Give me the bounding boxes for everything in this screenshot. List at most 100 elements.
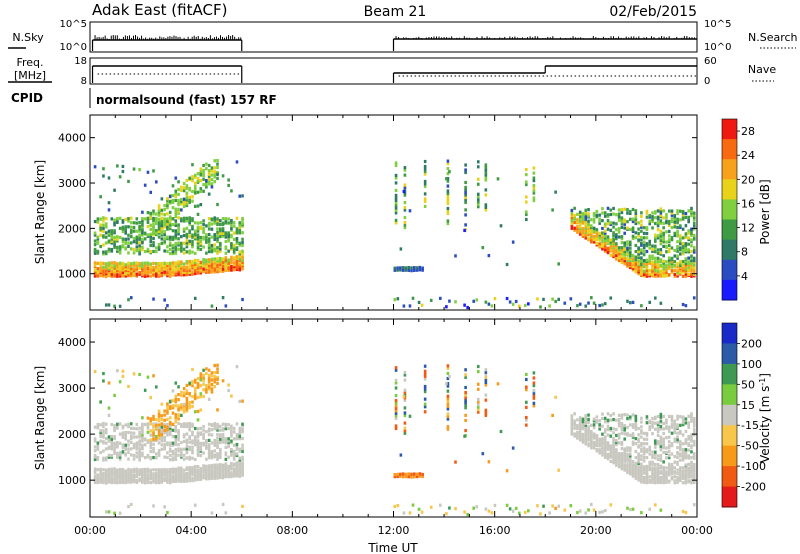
velocity-cell xyxy=(188,421,191,426)
y-tick-label: 4000 xyxy=(58,132,86,145)
velocity-cell xyxy=(404,474,408,479)
power-cell xyxy=(598,245,601,249)
power-cell xyxy=(464,195,467,200)
velocity-cell xyxy=(230,465,233,470)
velocity-cell xyxy=(174,435,178,439)
power-cell xyxy=(692,236,696,240)
velocity-cell xyxy=(113,477,116,481)
velocity-cell xyxy=(174,427,178,431)
velocity-cell xyxy=(205,384,208,388)
power-cell xyxy=(403,166,407,170)
power-cell xyxy=(185,196,189,200)
power-cell xyxy=(127,298,130,302)
velocity-cell xyxy=(637,467,640,472)
power-cell xyxy=(129,274,133,278)
velocity-cell xyxy=(642,468,646,472)
velocity-cell xyxy=(448,374,451,379)
power-cell xyxy=(584,218,588,222)
power-cell xyxy=(146,269,150,273)
velocity-cell xyxy=(651,432,654,436)
velocity-cell xyxy=(129,434,133,439)
velocity-cell xyxy=(121,469,125,473)
velocity-cell xyxy=(692,503,696,507)
power-cell xyxy=(642,269,646,273)
velocity-cell xyxy=(218,449,222,453)
velocity-cell xyxy=(177,408,180,412)
power-cell xyxy=(180,264,183,268)
power-cell xyxy=(511,240,515,244)
power-cell xyxy=(421,268,424,272)
power-cell xyxy=(606,227,610,231)
power-cell xyxy=(670,269,674,273)
noise-traces xyxy=(91,35,697,51)
power-cell xyxy=(464,185,467,190)
power-cell xyxy=(637,250,640,254)
power-cell xyxy=(570,221,574,226)
power-cell xyxy=(199,267,203,272)
power-cell xyxy=(174,194,178,199)
velocity-cell xyxy=(102,456,105,460)
power-cell xyxy=(659,229,663,233)
velocity-cell xyxy=(673,423,677,427)
power-cell xyxy=(177,261,180,266)
power-cell xyxy=(676,256,679,260)
velocity-cell xyxy=(464,373,467,377)
velocity-cell xyxy=(241,468,244,473)
power-cell xyxy=(152,212,155,216)
velocity-cell xyxy=(403,406,407,410)
power-cell xyxy=(110,266,114,270)
velocity-cell xyxy=(141,474,144,479)
velocity-cell xyxy=(676,455,679,460)
velocity-cell xyxy=(135,469,139,473)
power-cell xyxy=(667,219,671,224)
velocity-cell xyxy=(681,474,685,479)
velocity-cell xyxy=(637,465,640,469)
power-cell xyxy=(394,198,398,202)
velocity-cell xyxy=(659,424,663,429)
power-cell xyxy=(149,190,153,194)
velocity-cell xyxy=(659,437,663,441)
beam-title: Beam 21 xyxy=(364,4,427,20)
power-cell xyxy=(196,258,200,263)
velocity-cell xyxy=(146,425,150,429)
velocity-cell xyxy=(640,469,643,473)
power-cell xyxy=(188,197,191,201)
velocity-cell xyxy=(213,363,217,368)
power-cell xyxy=(654,296,657,300)
velocity-cell xyxy=(670,471,674,475)
velocity-cell xyxy=(166,443,169,447)
velocity-cell xyxy=(570,423,574,427)
power-cell xyxy=(168,268,172,272)
power-cell xyxy=(235,267,239,272)
velocity-cell xyxy=(96,445,100,450)
velocity-cell xyxy=(213,453,217,457)
velocity-cell xyxy=(656,457,660,462)
velocity-cell xyxy=(171,443,175,447)
velocity-cell xyxy=(154,424,158,428)
power-cell xyxy=(177,241,180,245)
power-cell xyxy=(110,241,114,245)
velocity-cell xyxy=(676,471,679,476)
power-cell xyxy=(620,256,624,261)
power-cell xyxy=(135,235,139,239)
velocity-cell xyxy=(118,453,122,457)
power-cell xyxy=(684,248,688,253)
power-cell xyxy=(238,243,242,247)
velocity-cell xyxy=(681,454,685,459)
velocity-cell xyxy=(235,422,239,426)
power-cell xyxy=(180,247,183,252)
power-cell xyxy=(656,274,660,278)
colorbar-swatch xyxy=(722,425,737,447)
power-cell xyxy=(230,227,233,231)
velocity-cell xyxy=(667,453,671,458)
velocity-cell xyxy=(525,400,528,404)
power-cell xyxy=(684,232,688,236)
velocity-cell xyxy=(227,468,230,472)
velocity-cell xyxy=(121,479,125,483)
velocity-cell xyxy=(110,467,114,471)
velocity-cell xyxy=(227,443,230,447)
power-cell xyxy=(659,238,663,243)
power-cell xyxy=(205,270,208,275)
power-cell xyxy=(508,300,512,304)
